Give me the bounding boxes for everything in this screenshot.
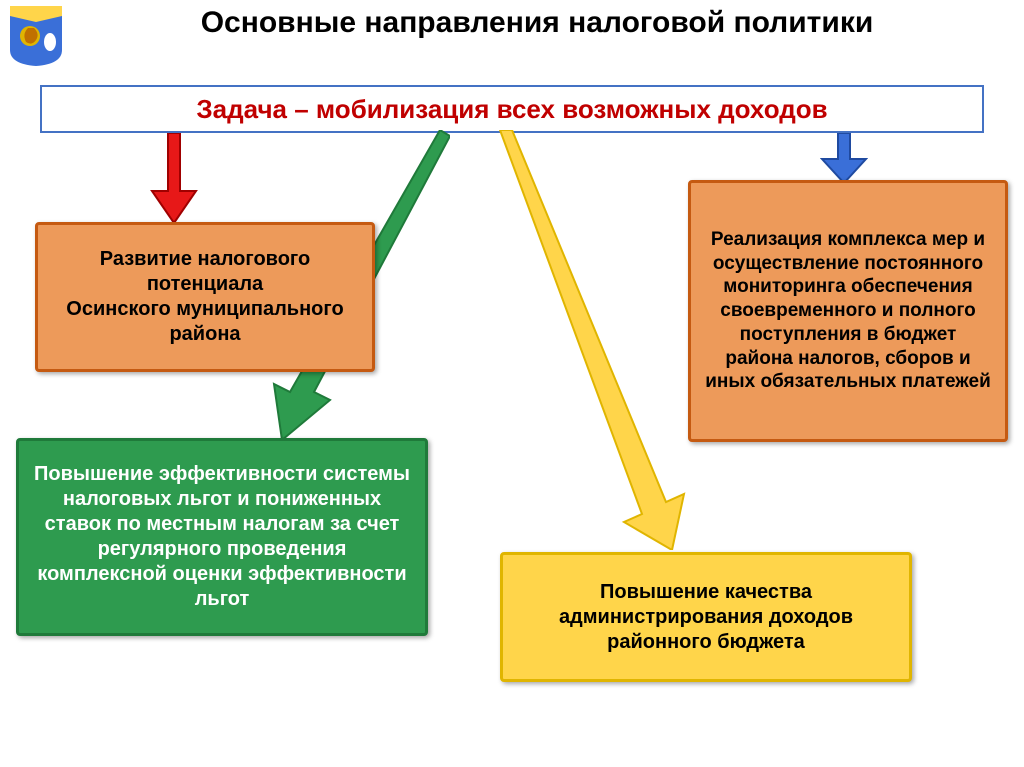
box-administration: Повышение качества администрирования дох…	[500, 552, 912, 682]
arrow-yellow	[494, 130, 694, 550]
coat-of-arms-logo	[10, 6, 62, 66]
arrow-blue	[820, 133, 868, 183]
box-tax-benefits-text: Повышение эффективности системы налоговы…	[33, 462, 411, 612]
box-monitoring: Реализация комплекса мер и осуществление…	[688, 180, 1008, 442]
page-title: Основные направления налоговой политики	[80, 6, 994, 41]
box-tax-potential: Развитие налогового потенциалаОсинского …	[35, 222, 375, 372]
arrow-red	[150, 133, 198, 223]
box-monitoring-text: Реализация комплекса мер и осуществление…	[705, 228, 991, 394]
task-banner: Задача – мобилизация всех возможных дохо…	[40, 85, 984, 133]
task-text: Задача – мобилизация всех возможных дохо…	[196, 94, 827, 125]
box-administration-text: Повышение качества администрирования дох…	[517, 580, 895, 655]
box-tax-benefits: Повышение эффективности системы налоговы…	[16, 438, 428, 636]
box-tax-potential-text: Развитие налогового потенциалаОсинского …	[52, 247, 358, 347]
